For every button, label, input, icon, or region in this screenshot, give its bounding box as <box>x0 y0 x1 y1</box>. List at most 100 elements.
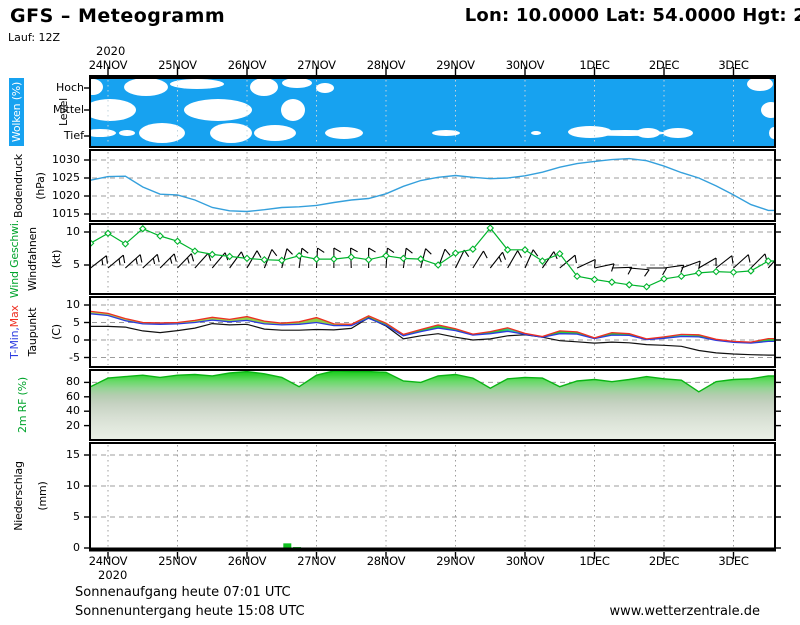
precip-unit-label: (mm) <box>35 481 49 511</box>
wind-barb-tick <box>498 256 502 263</box>
wind-barb-tick <box>156 254 160 263</box>
wind-marker <box>555 250 564 258</box>
wind-barb-tick <box>405 247 413 254</box>
wind-barb <box>263 249 273 269</box>
wind-marker <box>156 232 164 240</box>
wind-barb-tick <box>425 248 432 255</box>
cloud-blob <box>663 128 693 138</box>
temp-panel-border <box>89 296 776 368</box>
wind-barb <box>455 249 465 269</box>
wind-marker <box>434 261 442 269</box>
wind-marker <box>764 257 773 265</box>
date-label-bottom: 3DEC <box>718 554 749 568</box>
wind-marker <box>573 272 581 280</box>
pres-tick-label: 1015 <box>52 207 80 220</box>
wind-marker <box>625 281 634 289</box>
date-label-bottom: 29NOV <box>436 554 475 568</box>
wind-barb <box>733 254 749 269</box>
precip-bar <box>283 543 292 548</box>
wind-barb-tick <box>574 255 577 264</box>
cloud-blob <box>184 99 252 121</box>
pres-tick-label: 1020 <box>52 189 80 202</box>
pres-tick-label: 1025 <box>52 171 80 184</box>
wind-barb-tick <box>301 247 309 254</box>
wind-marker <box>451 249 460 257</box>
wind-marker <box>729 268 738 277</box>
wind-barb-tick <box>139 254 143 263</box>
wind-barb <box>611 266 632 269</box>
wind-barb <box>472 250 484 269</box>
cloud-blob <box>282 79 312 88</box>
cloud-blob <box>91 79 103 95</box>
wind-barb <box>507 250 519 269</box>
header-coordinates: Lon: 10.0000 Lat: 54.0000 Hgt: 2 <box>464 5 800 26</box>
cloud-blob <box>281 99 305 121</box>
wind-marker <box>486 225 495 232</box>
date-label-bottom: 27NOV <box>297 554 336 568</box>
date-label-top: 2DEC <box>648 58 680 72</box>
pres-panel-bg <box>90 150 775 221</box>
tmin-line <box>91 313 774 344</box>
wind-marker <box>243 254 251 263</box>
precip-panel-label: Niederschlag <box>11 461 25 531</box>
wind-barb-tick <box>444 248 451 256</box>
pres-panel-border <box>89 149 776 222</box>
wind-barb-tick <box>101 259 104 266</box>
wind-barb <box>177 253 192 269</box>
wind-barb-tick <box>333 247 342 253</box>
wind-barb <box>576 259 596 269</box>
sunset-text: Sonnenuntergang heute 15:08 UTC <box>75 604 305 619</box>
cloud-blob <box>210 123 252 143</box>
wind-tick-label: 10 <box>66 225 80 238</box>
pressure-line <box>90 157 775 213</box>
wind-marker <box>277 256 286 265</box>
date-label-top: 24NOV <box>88 58 128 72</box>
wind-barb <box>750 253 766 269</box>
wind-marker <box>91 239 95 247</box>
wind-marker <box>642 283 651 291</box>
temp-tick-label: -5 <box>69 350 80 364</box>
wind-barb-tick <box>118 258 121 265</box>
wind-barb <box>663 264 684 269</box>
axis-year-bottom: 2020 <box>98 568 128 582</box>
wind-barb-tick <box>482 250 488 259</box>
date-label-bottom: 26NOV <box>227 554 267 568</box>
wind-barb <box>142 253 158 269</box>
rf-tick-label: 60 <box>66 389 80 403</box>
wind-marker <box>295 251 303 260</box>
cloud-row-tief: Tief <box>63 129 84 142</box>
temp-panel-bg <box>90 297 775 367</box>
wind-panel-bg <box>90 224 775 294</box>
wind-barb-tick <box>680 265 685 273</box>
page-title: GFS – Meteogramm <box>10 5 226 27</box>
wind-marker <box>747 267 755 275</box>
date-label-top: 27NOV <box>297 58 336 72</box>
cloud-blob <box>761 102 774 118</box>
wind-marker <box>347 253 356 261</box>
date-label-top: 3DEC <box>718 58 749 72</box>
humidity-group <box>91 371 774 439</box>
wind-barb <box>541 251 555 269</box>
wind-barb-tick <box>350 247 358 253</box>
wind-marker <box>694 269 703 277</box>
date-label-bottom: 24NOV <box>88 554 128 568</box>
date-label-top: 30NOV <box>505 58 545 72</box>
temp-tick-label: 0 <box>73 333 80 346</box>
wind-marker <box>416 255 425 263</box>
website-text: www.wetterzentrale.de <box>609 604 760 619</box>
wind-barb <box>524 249 534 269</box>
wind-tick-label: 5 <box>73 258 80 271</box>
wind-barb-tick <box>152 258 156 265</box>
wind-barb-tick <box>502 252 507 260</box>
cloud-blob <box>91 129 116 137</box>
wind-barb <box>125 254 141 269</box>
wind-barb <box>681 260 701 269</box>
temp-tick-label: 5 <box>73 315 80 329</box>
wind-marker <box>104 229 112 238</box>
date-label-top: 25NOV <box>158 58 197 72</box>
pcp-tick-label: 15 <box>66 448 80 461</box>
wind-marker <box>260 255 269 264</box>
cloud-row-hoch: Hoch <box>55 81 84 94</box>
wind-marker <box>590 275 599 284</box>
